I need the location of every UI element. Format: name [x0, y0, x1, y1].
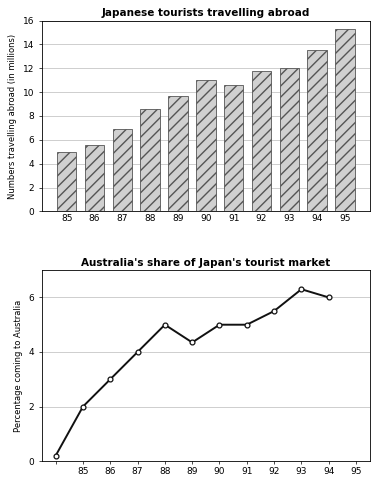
Bar [224, 85, 243, 212]
Bar [307, 50, 327, 212]
Bar [196, 80, 215, 212]
Y-axis label: Numbers travelling abroad (in millions): Numbers travelling abroad (in millions) [8, 33, 17, 198]
Bar [113, 129, 132, 212]
Bar [141, 109, 160, 212]
Bar [335, 29, 355, 212]
Bar [57, 152, 76, 212]
Bar [168, 96, 188, 212]
Bar [252, 71, 271, 212]
Y-axis label: Percentage coming to Australia: Percentage coming to Australia [14, 300, 23, 432]
Bar [280, 68, 299, 212]
Title: Japanese tourists travelling abroad: Japanese tourists travelling abroad [102, 8, 310, 18]
Bar [85, 145, 104, 212]
Title: Australia's share of Japan's tourist market: Australia's share of Japan's tourist mar… [81, 258, 330, 268]
